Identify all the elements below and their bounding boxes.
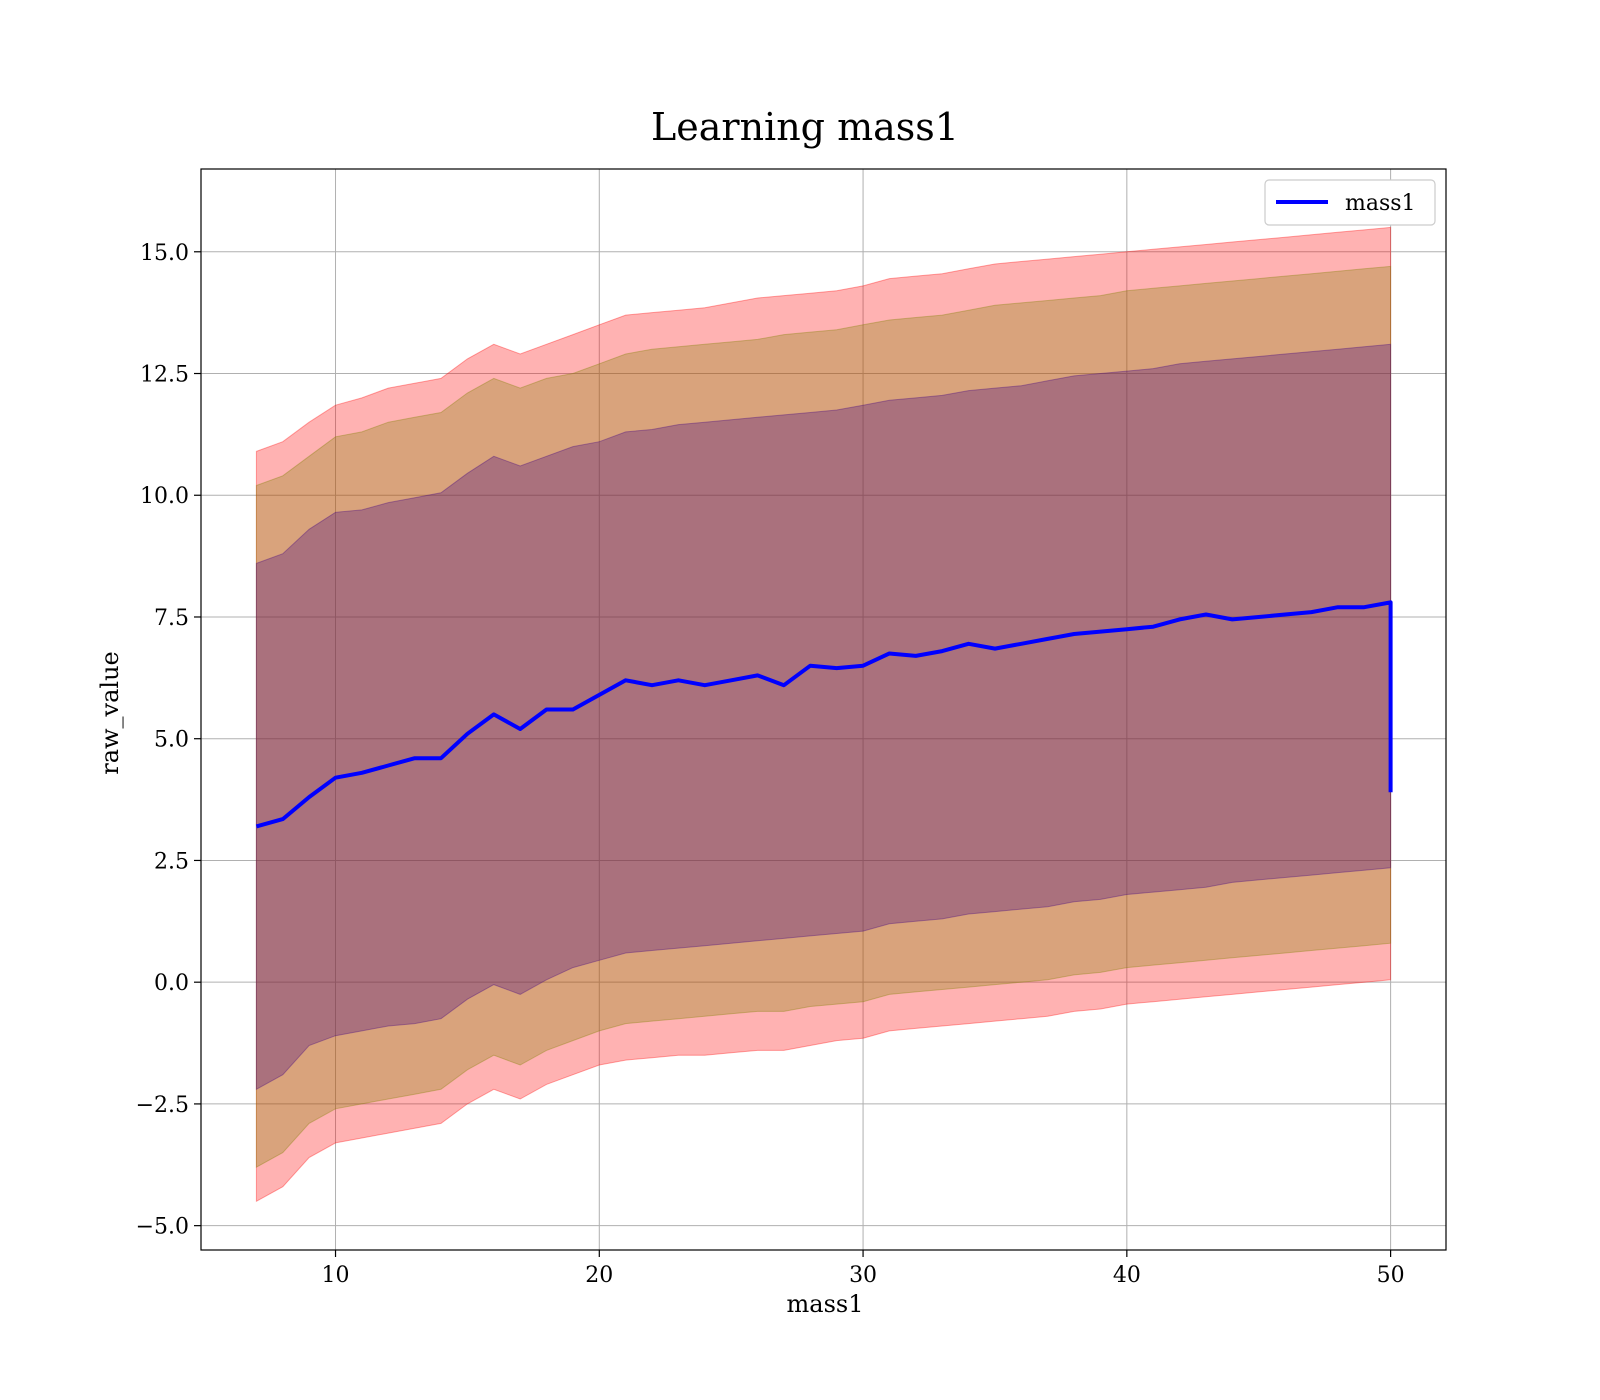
x-tick-label: 40	[1113, 1263, 1141, 1288]
x-axis-label: mass1	[787, 1290, 864, 1318]
series-line-mass1	[255, 600, 1393, 829]
y-tick-label: 5.0	[154, 728, 189, 753]
plot-frame	[200, 168, 1447, 1251]
y-ticks: −5.0 −2.5 0.0 2.5 5.0 7.5 10.0 12.5 15.0	[136, 241, 201, 1240]
y-tick-label: 2.5	[154, 849, 189, 874]
y-axis-label: raw_value	[96, 651, 124, 775]
x-tick-label: 10	[322, 1263, 350, 1288]
band-inner	[255, 343, 1392, 1091]
y-tick-label: 12.5	[140, 363, 189, 388]
x-tick-label: 30	[849, 1263, 877, 1288]
y-tick-label: 10.0	[140, 484, 189, 509]
y-tick-label: −2.5	[136, 1093, 189, 1118]
legend-box	[1264, 179, 1436, 226]
legend-entry-mass1: mass1	[1345, 191, 1416, 216]
y-tick-label: 15.0	[140, 241, 189, 266]
x-tick-label: 50	[1377, 1263, 1405, 1288]
x-ticks: 10 20 30 40 50	[322, 1250, 1405, 1288]
y-tick-label: 0.0	[154, 971, 189, 996]
x-tick-label: 20	[585, 1263, 613, 1288]
y-tick-label: 7.5	[154, 606, 189, 631]
series-lines	[255, 600, 1393, 829]
confidence-bands	[255, 226, 1392, 1203]
legend: mass1	[1264, 179, 1436, 226]
band-outer	[255, 226, 1392, 1203]
band-middle	[255, 265, 1392, 1169]
chart-title: Learning mass1	[651, 105, 959, 149]
y-tick-label: −5.0	[136, 1215, 189, 1240]
